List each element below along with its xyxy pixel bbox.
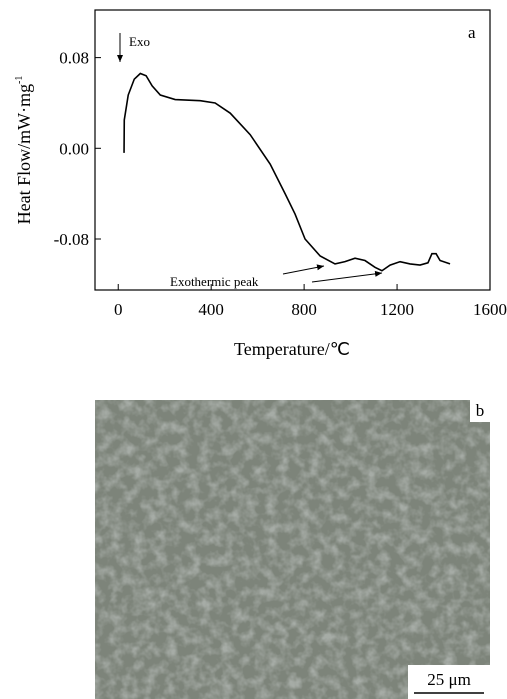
annotation: Exo <box>129 34 150 49</box>
plot-frame <box>94 9 491 291</box>
panel-label-box <box>470 400 490 422</box>
y-axis-label-main: Heat Flow/mW·mg <box>14 84 34 224</box>
y-tick-label: 0.08 <box>59 49 89 68</box>
x-axis-label: Temperature/℃ <box>234 339 350 359</box>
y-tick-label: -0.08 <box>54 230 89 249</box>
annotation: Exothermic peak <box>170 274 259 289</box>
x-tick-label: 400 <box>198 300 224 319</box>
peak-arrow <box>311 270 383 283</box>
y-axis-label-sup: -1 <box>14 76 25 84</box>
x-tick-label: 1200 <box>380 300 414 319</box>
scale-bar-label: 25 μm <box>427 670 471 689</box>
peak-arrow <box>282 264 325 275</box>
y-tick-label: 0.00 <box>59 139 89 158</box>
x-tick-label: 1600 <box>473 300 507 319</box>
panel-label: a <box>468 23 476 42</box>
x-tick-label: 0 <box>114 300 123 319</box>
x-tick-label: 800 <box>291 300 317 319</box>
y-axis-label: Heat Flow/mW·mg-1 <box>14 76 34 225</box>
micrograph-texture <box>95 400 490 699</box>
panel-label: b <box>476 401 485 420</box>
data-line <box>123 72 451 272</box>
